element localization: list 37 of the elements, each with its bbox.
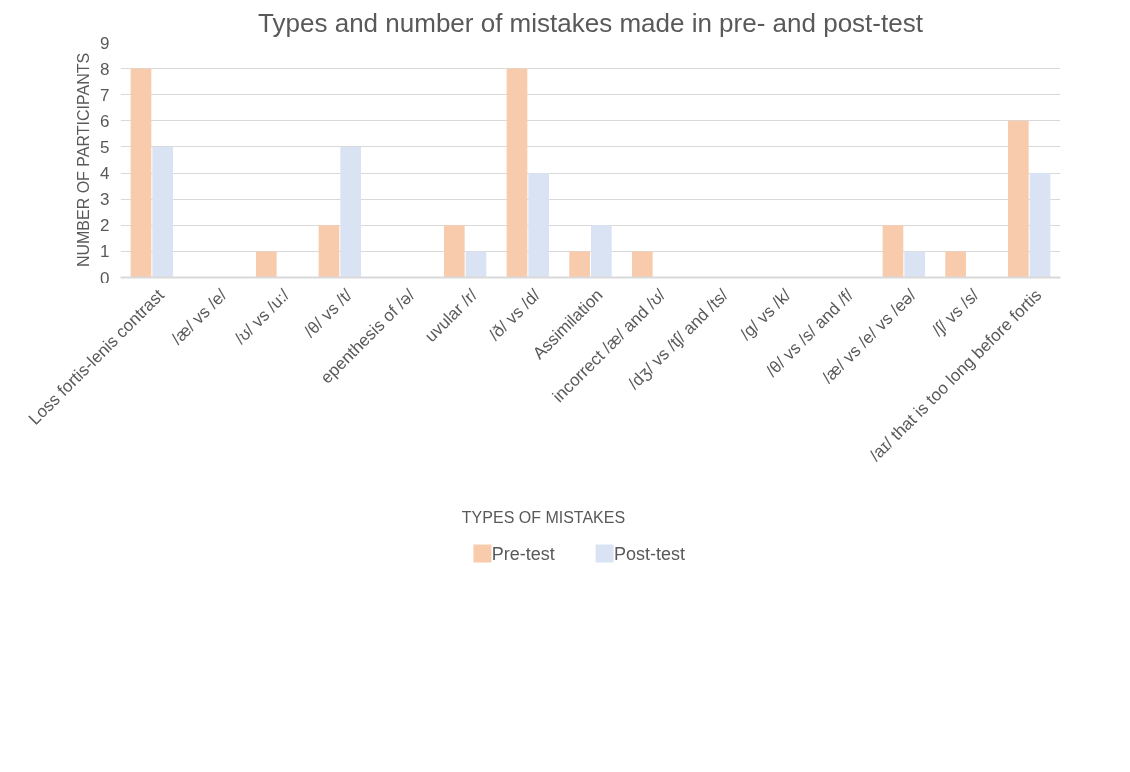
legend-label: Pre-test — [491, 543, 555, 564]
y-tick-label: 2 — [100, 216, 110, 236]
x-tick-label: /æ/ vs /e/ — [167, 285, 231, 349]
y-tick-label: 6 — [100, 111, 110, 131]
bar — [882, 225, 904, 278]
y-tick-label: 9 — [100, 33, 110, 53]
x-tick-label: /ʃ/ vs /s/ — [928, 285, 983, 340]
x-tick-label: /θ/ vs /t/ — [300, 285, 357, 342]
bar — [631, 251, 653, 278]
bar — [443, 225, 465, 278]
y-tick-label: 7 — [100, 85, 110, 105]
x-tick-label: /ʊ/ vs /u:/ — [230, 285, 294, 348]
bar — [465, 251, 487, 278]
y-axis-title: NUMBER OF PARTICIPANTS — [75, 52, 93, 268]
bar — [591, 225, 612, 278]
bar — [318, 225, 340, 278]
bar — [340, 146, 362, 278]
y-tick-label: 3 — [100, 190, 110, 210]
bar — [1007, 120, 1029, 278]
x-tick-label: /g/ vs /k/ — [736, 285, 795, 344]
y-tick-label: 5 — [100, 137, 110, 157]
bar — [569, 251, 590, 278]
y-tick-label: 8 — [100, 59, 110, 79]
x-axis-title: TYPES OF MISTAKES — [461, 508, 626, 526]
bar — [130, 68, 152, 278]
chart-title: Types and number of mistakes made in pre- and post-test — [258, 7, 924, 38]
y-tick-label: 0 — [100, 268, 110, 288]
bar — [255, 251, 277, 278]
legend-label: Post-test — [614, 543, 686, 564]
bar — [528, 173, 550, 278]
bar — [506, 68, 528, 278]
bar — [1029, 173, 1051, 278]
bar — [945, 251, 966, 278]
y-tick-label: 1 — [100, 242, 110, 262]
bar — [904, 251, 926, 278]
bar — [152, 146, 174, 278]
y-tick-label: 4 — [100, 164, 110, 184]
